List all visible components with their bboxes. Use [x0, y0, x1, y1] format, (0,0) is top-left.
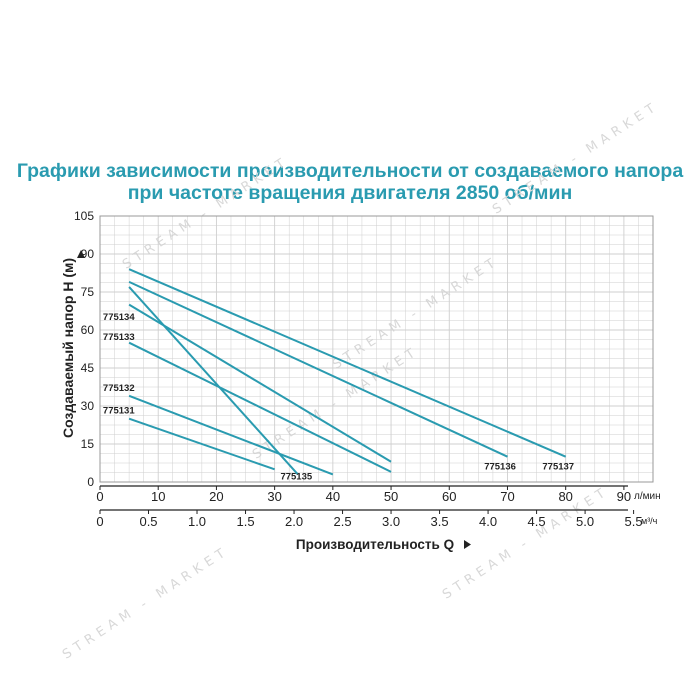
x-tick-label-bottom: 2.0 [285, 514, 303, 529]
y-tick-label: 15 [81, 437, 95, 451]
x-tick-label-top: 30 [267, 489, 281, 504]
x-tick-label-bottom: 5.5 [625, 514, 643, 529]
x-tick-label-top: 60 [442, 489, 456, 504]
x-unit-top-label: л/мин [634, 491, 661, 502]
y-tick-label: 0 [87, 475, 94, 489]
series-label-775132: 775132 [103, 383, 135, 394]
series-label-775137: 775137 [542, 461, 574, 472]
x-axis-label: Производительность Q [296, 537, 454, 552]
x-tick-label-bottom: 5.0 [576, 514, 594, 529]
series-line-775131 [128, 417, 275, 471]
x-tick-label-bottom: 3.0 [382, 514, 400, 529]
x-unit-bottom-label: м³/ч [641, 516, 658, 526]
series-line-775133 [128, 341, 392, 473]
series-label-775136: 775136 [484, 461, 516, 472]
y-axis-label: Создаваемый напор H (м) [60, 258, 76, 438]
x-tick-label-bottom: 4.0 [479, 514, 497, 529]
series-line-775136 [128, 280, 508, 458]
series-label-775131: 775131 [103, 406, 135, 417]
x-tick-label-top: 20 [209, 489, 223, 504]
x-tick-label-bottom: 0.5 [139, 514, 157, 529]
x-tick-label-bottom: 2.5 [334, 514, 352, 529]
grid [99, 215, 654, 483]
x-tick-label-top: 90 [617, 489, 631, 504]
x-tick-label-top: 50 [384, 489, 398, 504]
x-tick-label-bottom: 1.0 [188, 514, 206, 529]
x-tick-label-bottom: 0 [96, 514, 103, 529]
y-axis-label-arrow-icon [77, 250, 85, 258]
x-tick-label-bottom: 3.5 [431, 514, 449, 529]
y-tick-label: 105 [74, 209, 94, 223]
y-tick-label: 60 [81, 323, 95, 337]
x-tick-label-top: 0 [96, 489, 103, 504]
series-line-775132 [128, 394, 334, 476]
series-line-775137 [128, 268, 567, 458]
x-tick-label-bottom: 4.5 [528, 514, 546, 529]
x-axis-label-arrow-icon [464, 540, 471, 549]
y-tick-label: 75 [81, 285, 95, 299]
series-labels: 775134 775133 775132 775131 775135 775136 7751… [103, 312, 574, 483]
series-label-775133: 775133 [103, 332, 135, 343]
chart-title-line-2: при частоте вращения двигателя 2850 об/м… [127, 182, 573, 204]
y-tick-label: 45 [81, 361, 95, 375]
series-line-775134 [128, 303, 392, 463]
plot-frame [99, 215, 654, 483]
y-tick-label: 30 [81, 399, 95, 413]
x-tick-label-top: 10 [151, 489, 165, 504]
series-label-775135: 775135 [280, 471, 312, 482]
x-tick-label-top: 40 [326, 489, 340, 504]
chart-title-line-1: Графики зависимости производительности о… [16, 160, 684, 182]
series-label-775134: 775134 [103, 312, 135, 323]
series-line-775135 [128, 286, 299, 476]
x-tick-label-top: 70 [500, 489, 514, 504]
series-lines [128, 268, 567, 476]
x-tick-label-bottom: 1.5 [236, 514, 254, 529]
x-tick-label-top: 80 [558, 489, 572, 504]
